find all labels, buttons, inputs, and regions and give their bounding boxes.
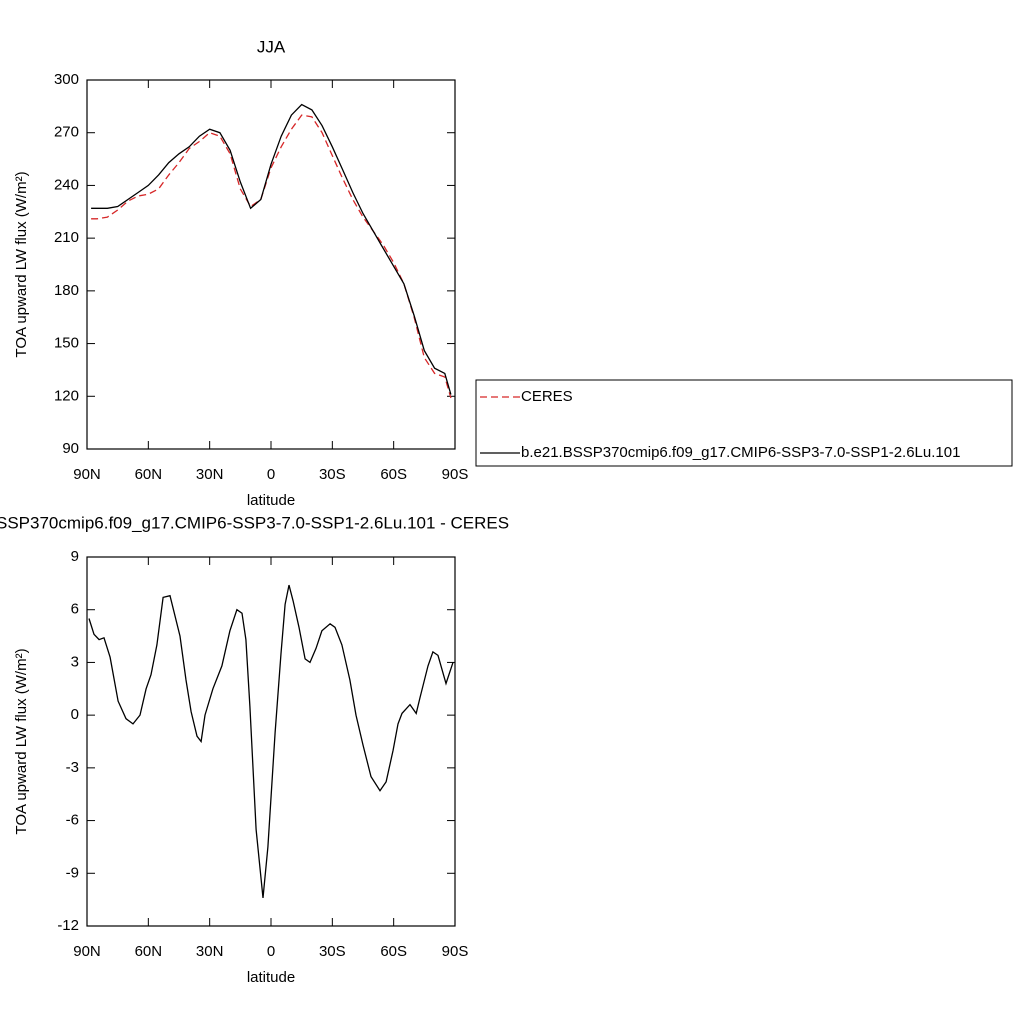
x-tick-label: 30N xyxy=(196,466,224,483)
y-axis-label: TOA upward LW flux (W/m²) xyxy=(13,648,30,834)
x-tick-label: 30S xyxy=(319,943,346,960)
x-tick-label: 60N xyxy=(135,943,163,960)
x-tick-label: 0 xyxy=(267,466,275,483)
y-axis-label: TOA upward LW flux (W/m²) xyxy=(13,171,30,357)
y-tick-label: 6 xyxy=(71,601,79,618)
y-tick-label: 0 xyxy=(71,706,79,723)
chart-title: JJA xyxy=(257,37,286,56)
x-axis-label: latitude xyxy=(247,969,295,986)
y-tick-label: -3 xyxy=(66,759,79,776)
data-line xyxy=(91,103,452,395)
chart-title: SSP370cmip6.f09_g17.CMIP6-SSP3-7.0-SSP1-… xyxy=(0,513,509,532)
y-tick-label: -6 xyxy=(66,812,79,829)
x-tick-label: 30N xyxy=(196,943,224,960)
x-tick-label: 60S xyxy=(380,466,407,483)
data-line xyxy=(91,114,452,399)
legend-box xyxy=(475,379,1013,467)
x-tick-label: 60N xyxy=(135,466,163,483)
y-tick-label: 270 xyxy=(54,124,79,141)
y-tick-label: 120 xyxy=(54,387,79,404)
x-tick-label: 0 xyxy=(267,943,275,960)
y-tick-label: 3 xyxy=(71,653,79,670)
x-axis-label: latitude xyxy=(247,492,295,509)
y-tick-label: -12 xyxy=(57,917,79,934)
y-tick-label: 300 xyxy=(54,71,79,88)
legend-label: CERES xyxy=(521,388,573,405)
x-tick-label: 90S xyxy=(442,466,469,483)
y-tick-label: 180 xyxy=(54,282,79,299)
plot-frame xyxy=(86,79,456,450)
y-tick-label: -9 xyxy=(66,864,79,881)
x-tick-label: 90N xyxy=(73,466,101,483)
y-tick-label: 210 xyxy=(54,229,79,246)
data-line xyxy=(88,584,454,898)
x-tick-label: 90S xyxy=(442,943,469,960)
x-tick-label: 30S xyxy=(319,466,346,483)
x-tick-label: 60S xyxy=(380,943,407,960)
legend-label: b.e21.BSSP370cmip6.f09_g17.CMIP6-SSP3-7.… xyxy=(521,444,960,461)
y-tick-label: 90 xyxy=(62,440,79,457)
y-tick-label: 9 xyxy=(71,548,79,565)
plot-frame xyxy=(86,556,456,927)
y-tick-label: 150 xyxy=(54,335,79,352)
y-tick-label: 240 xyxy=(54,176,79,193)
x-tick-label: 90N xyxy=(73,943,101,960)
